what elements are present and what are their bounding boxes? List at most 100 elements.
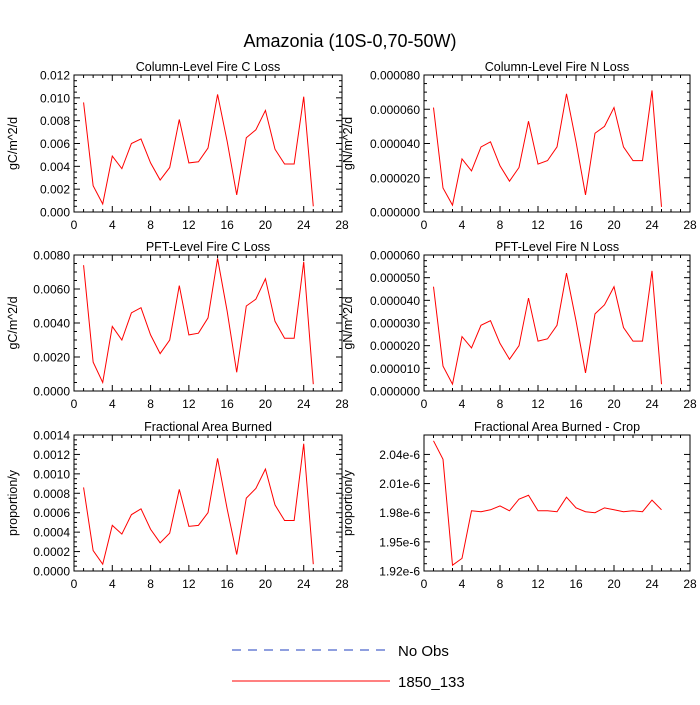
column-level-fire-c-loss-x-tick-label: 28: [335, 218, 349, 232]
pft-level-fire-n-loss-y-axis-label: gN/m^2/d: [341, 296, 355, 349]
pft-level-fire-c-loss-x-tick-label: 8: [147, 397, 154, 411]
fractional-area-burned-crop-x-tick-label: 16: [569, 577, 583, 591]
column-level-fire-n-loss-x-tick-label: 0: [421, 218, 428, 232]
fractional-area-burned-crop-y-tick-label: 1.95e-6: [379, 535, 420, 549]
pft-level-fire-n-loss-y-tick-label: 0.000060: [370, 249, 420, 263]
figure-title: Amazonia (10S-0,70-50W): [243, 31, 456, 51]
column-level-fire-c-loss-y-tick-label: 0.002: [40, 183, 70, 197]
column-level-fire-n-loss-x-tick-label: 20: [607, 218, 621, 232]
fractional-area-burned-x-tick-label: 28: [335, 577, 349, 591]
column-level-fire-c-loss-y-tick-label: 0.006: [40, 137, 70, 151]
legend-label-no-obs: No Obs: [398, 643, 449, 660]
column-level-fire-c-loss-plot-frame: [73, 74, 343, 213]
legend: No Obs 1850_133: [232, 643, 465, 691]
fractional-area-burned-crop-title: Fractional Area Burned - Crop: [474, 420, 640, 434]
column-level-fire-c-loss-x-tick-label: 0: [71, 218, 78, 232]
column-level-fire-c-loss-series-1850-133: [83, 94, 314, 207]
pft-level-fire-c-loss-x-tick-label: 4: [109, 397, 116, 411]
pft-level-fire-n-loss-x-tick-label: 4: [459, 397, 466, 411]
pft-level-fire-c-loss-x-tick-label: 16: [220, 397, 234, 411]
fractional-area-burned-y-tick-label: 0.0004: [33, 526, 70, 540]
panel-pft-level-fire-n-loss: PFT-Level Fire N Loss 0 4 8 12 16 20 24 28 0.0000…: [341, 240, 697, 411]
legend-label-1850-133: 1850_133: [398, 674, 465, 691]
column-level-fire-c-loss-y-tick-label: 0.012: [40, 69, 70, 83]
pft-level-fire-n-loss-x-tick-label: 12: [531, 397, 545, 411]
pft-level-fire-n-loss-title: PFT-Level Fire N Loss: [495, 240, 619, 254]
column-level-fire-c-loss-y-tick-label: 0.008: [40, 114, 70, 128]
pft-level-fire-c-loss-y-axis-label: gC/m^2/d: [6, 296, 20, 349]
panel-column-level-fire-c-loss: Column-Level Fire C Loss 0 4 8 12 16 20 24 28 0.0…: [6, 60, 349, 232]
fractional-area-burned-crop-y-axis-label: proportion/y: [341, 469, 355, 536]
panel-fractional-area-burned: Fractional Area Burned 0 4 8 12 16 20 24 28 0.000…: [6, 420, 349, 591]
column-level-fire-n-loss-x-tick-label: 16: [569, 218, 583, 232]
pft-level-fire-n-loss-x-tick-label: 24: [645, 397, 659, 411]
fractional-area-burned-series-1850-133: [83, 443, 314, 566]
fractional-area-burned-y-axis-label: proportion/y: [6, 469, 20, 536]
fractional-area-burned-crop-y-tick-label: 1.92e-6: [379, 565, 420, 579]
fractional-area-burned-x-tick-label: 20: [259, 577, 273, 591]
panel-fractional-area-burned-crop: Fractional Area Burned - Crop 0 4 8 12 16 20 24…: [341, 420, 697, 591]
pft-level-fire-c-loss-y-tick-label: 0.0020: [33, 351, 70, 365]
pft-level-fire-c-loss-x-tick-label: 28: [335, 397, 349, 411]
pft-level-fire-n-loss-y-tick-label: 0.000020: [370, 339, 420, 353]
panel-pft-level-fire-c-loss: PFT-Level Fire C Loss 0 4 8 12 16 20 24 28 0.0000…: [6, 240, 349, 411]
column-level-fire-c-loss-x-tick-label: 12: [182, 218, 196, 232]
pft-level-fire-c-loss-y-tick-label: 0.0040: [33, 317, 70, 331]
fractional-area-burned-y-tick-label: 0.0000: [33, 565, 70, 579]
panel-column-level-fire-n-loss: Column-Level Fire N Loss 0 4 8 12 16 20 24 28 0.0…: [341, 60, 697, 232]
column-level-fire-n-loss-x-tick-label: 28: [683, 218, 697, 232]
column-level-fire-c-loss-y-axis-label: gC/m^2/d: [6, 117, 20, 170]
pft-level-fire-c-loss-y-tick-label: 0.0000: [33, 385, 70, 399]
pft-level-fire-n-loss-y-tick-label: 0.000040: [370, 294, 420, 308]
fractional-area-burned-crop-x-tick-label: 8: [497, 577, 504, 591]
column-level-fire-n-loss-plot-frame: [423, 74, 691, 213]
fractional-area-burned-x-tick-label: 24: [297, 577, 311, 591]
fractional-area-burned-crop-x-tick-label: 20: [607, 577, 621, 591]
pft-level-fire-c-loss-y-tick-label: 0.0060: [33, 283, 70, 297]
pft-level-fire-n-loss-y-tick-label: 0.000000: [370, 385, 420, 399]
pft-level-fire-c-loss-x-tick-label: 12: [182, 397, 196, 411]
pft-level-fire-c-loss-x-tick-label: 0: [71, 397, 78, 411]
pft-level-fire-n-loss-x-tick-label: 28: [683, 397, 697, 411]
fractional-area-burned-y-tick-label: 0.0014: [33, 429, 70, 443]
pft-level-fire-c-loss-x-tick-label: 20: [259, 397, 273, 411]
fractional-area-burned-crop-x-tick-label: 28: [683, 577, 697, 591]
fractional-area-burned-crop-y-tick-label: 1.98e-6: [379, 506, 420, 520]
column-level-fire-c-loss-y-tick-label: 0.004: [40, 160, 70, 174]
fractional-area-burned-title: Fractional Area Burned: [144, 420, 272, 434]
column-level-fire-n-loss-y-tick-label: 0.000000: [370, 206, 420, 220]
fractional-area-burned-crop-x-tick-label: 4: [459, 577, 466, 591]
column-level-fire-c-loss-title: Column-Level Fire C Loss: [136, 60, 281, 74]
pft-level-fire-n-loss-y-tick-label: 0.000010: [370, 362, 420, 376]
column-level-fire-c-loss-x-tick-label: 20: [259, 218, 273, 232]
fractional-area-burned-crop-y-tick-label: 2.01e-6: [379, 477, 420, 491]
column-level-fire-c-loss-x-tick-label: 4: [109, 218, 116, 232]
fractional-area-burned-crop-series-1850-133: [433, 440, 662, 567]
fractional-area-burned-x-tick-label: 8: [147, 577, 154, 591]
fractional-area-burned-crop-x-tick-label: 0: [421, 577, 428, 591]
column-level-fire-c-loss-y-tick-label: 0.000: [40, 206, 70, 220]
fractional-area-burned-x-tick-label: 16: [220, 577, 234, 591]
fractional-area-burned-y-tick-label: 0.0012: [33, 448, 70, 462]
fractional-area-burned-x-tick-label: 12: [182, 577, 196, 591]
column-level-fire-c-loss-x-tick-label: 16: [220, 218, 234, 232]
column-level-fire-n-loss-x-tick-label: 24: [645, 218, 659, 232]
column-level-fire-n-loss-x-tick-label: 4: [459, 218, 466, 232]
column-level-fire-n-loss-y-tick-label: 0.000040: [370, 137, 420, 151]
pft-level-fire-c-loss-x-tick-label: 24: [297, 397, 311, 411]
pft-level-fire-c-loss-y-tick-label: 0.0080: [33, 249, 70, 263]
pft-level-fire-c-loss-title: PFT-Level Fire C Loss: [146, 240, 270, 254]
fractional-area-burned-y-tick-label: 0.0008: [33, 487, 70, 501]
column-level-fire-n-loss-x-tick-label: 8: [497, 218, 504, 232]
fractional-area-burned-y-tick-label: 0.0002: [33, 545, 70, 559]
column-level-fire-c-loss-x-tick-label: 8: [147, 218, 154, 232]
column-level-fire-n-loss-title: Column-Level Fire N Loss: [485, 60, 630, 74]
column-level-fire-n-loss-x-tick-label: 12: [531, 218, 545, 232]
column-level-fire-n-loss-y-tick-label: 0.000080: [370, 69, 420, 83]
column-level-fire-n-loss-series-1850-133: [433, 90, 662, 207]
column-level-fire-c-loss-y-tick-label: 0.010: [40, 91, 70, 105]
column-level-fire-n-loss-y-tick-label: 0.000060: [370, 103, 420, 117]
pft-level-fire-n-loss-y-tick-label: 0.000050: [370, 271, 420, 285]
